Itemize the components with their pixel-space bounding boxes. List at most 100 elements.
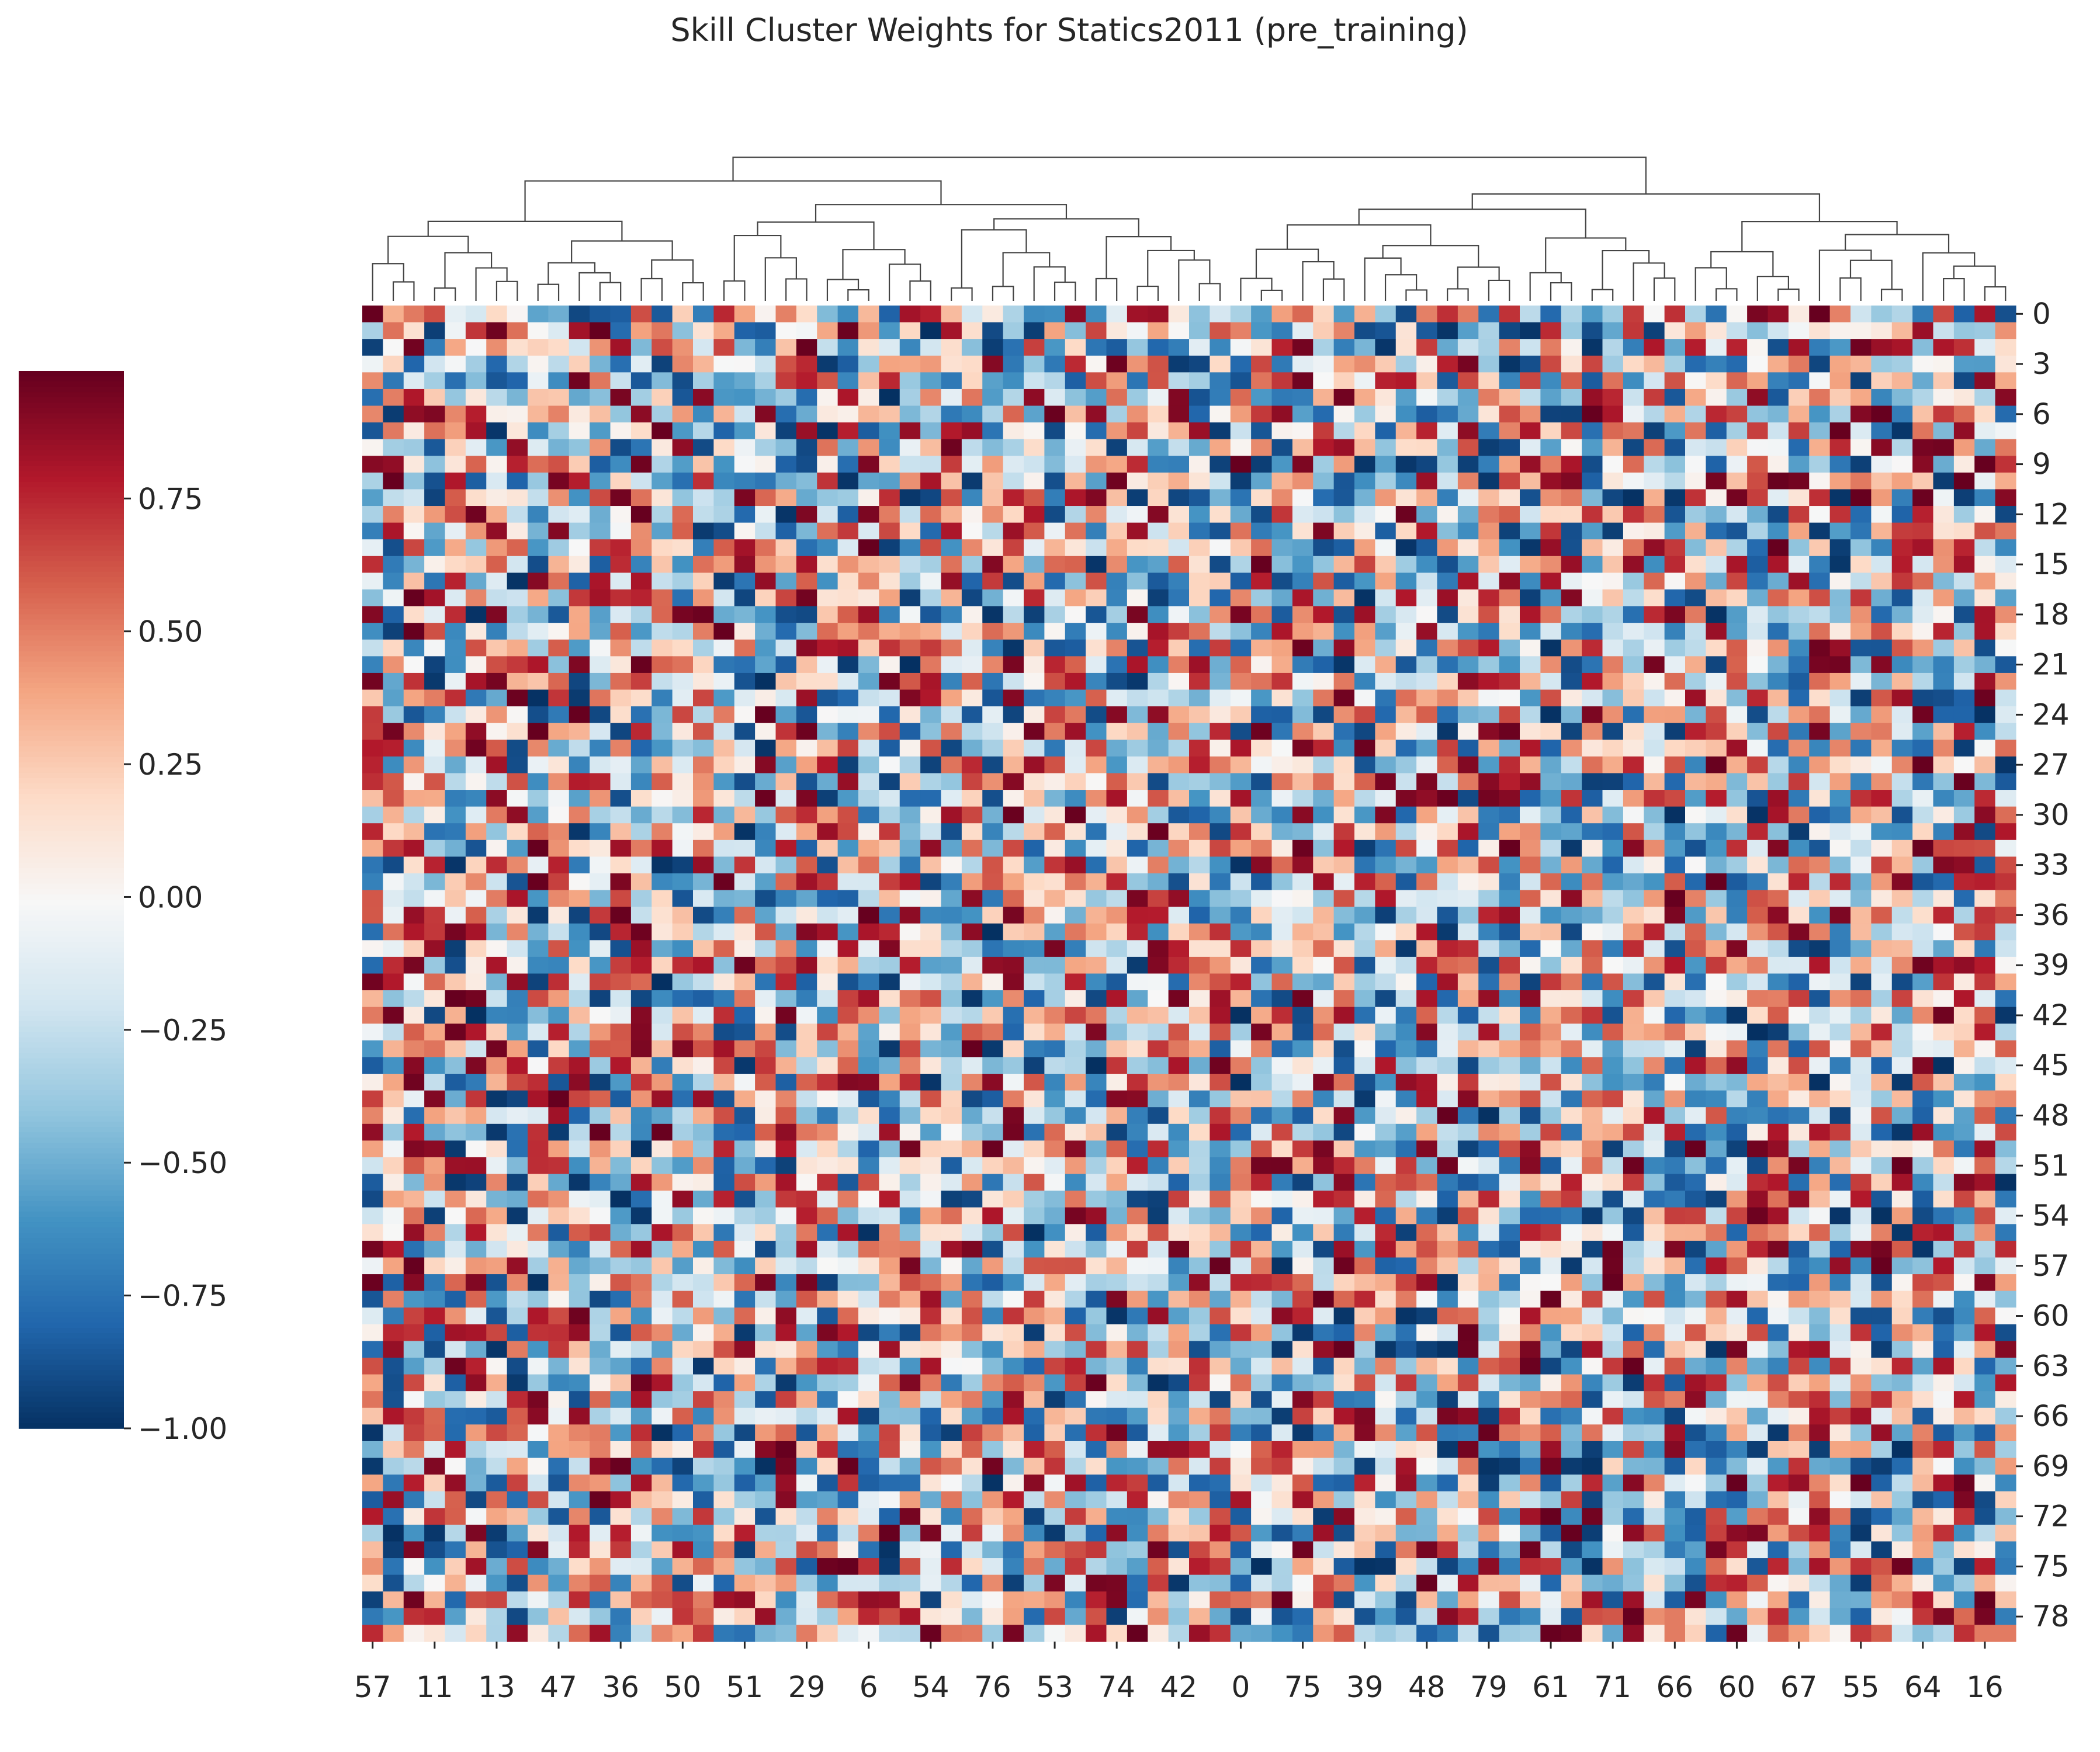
heatmap-cell [1086,756,1107,774]
heatmap-cell [1003,1174,1024,1191]
heatmap-cell [1623,1040,1644,1058]
heatmap-cell [858,472,879,490]
heatmap-cell [1189,422,1210,440]
heatmap-cell [755,388,777,407]
heatmap-cell [1313,372,1335,390]
heatmap-cell [1210,522,1231,540]
heatmap-cell [1664,723,1686,740]
heatmap-cell [465,873,487,891]
heatmap-cell [630,1157,652,1175]
heatmap-cell [693,1274,714,1292]
heatmap-cell [879,1157,900,1175]
heatmap-cell [1313,422,1335,440]
heatmap-cell [1230,773,1252,790]
heatmap-cell [1726,322,1748,339]
heatmap-cell [1313,306,1335,323]
heatmap-cell [1478,1274,1500,1292]
heatmap-cell [1251,940,1273,957]
heatmap-cell [1726,422,1748,440]
heatmap-cell [362,589,383,607]
heatmap-cell [734,539,756,557]
heatmap-cell [713,355,735,373]
heatmap-cell [1747,823,1769,841]
heatmap-cell [672,405,694,423]
heatmap-cell [424,940,446,957]
heatmap-cell [734,706,756,724]
heatmap-cell [858,1107,879,1125]
heatmap-cell [1148,1290,1169,1308]
heatmap-cell [1851,556,1872,573]
heatmap-cell [961,1157,983,1175]
heatmap-cell [817,790,838,807]
heatmap-cell [548,623,570,640]
heatmap-cell [590,1007,611,1024]
heatmap-cell [1891,907,1913,924]
heatmap-cell [1706,606,1727,623]
heatmap-cell [1478,823,1500,841]
heatmap-cell [1437,1191,1458,1208]
heatmap-cell [1395,1290,1417,1308]
heatmap-cell [775,940,797,957]
heatmap-cell [1065,456,1086,473]
heatmap-cell [1457,522,1479,540]
heatmap-cell [1106,839,1128,857]
heatmap-cell [796,623,817,640]
heatmap-cell [445,756,466,774]
heatmap-cell [1851,706,1872,724]
heatmap-cell [1788,973,1810,991]
heatmap-cell [1230,456,1252,473]
heatmap-cell [755,556,777,573]
heatmap-cell [1478,606,1500,623]
heatmap-cell [817,740,838,757]
heatmap-cell [1230,973,1252,991]
heatmap-cell [672,856,694,874]
heatmap-cell [734,606,756,623]
heatmap-cell [1106,1274,1128,1292]
heatmap-cell [1395,990,1417,1008]
heatmap-cell [1333,1024,1355,1041]
heatmap-cell [672,1307,694,1325]
heatmap-cell [1788,689,1810,707]
heatmap-cell [920,706,942,724]
heatmap-cell [383,522,404,540]
heatmap-cell [1375,1174,1396,1191]
heatmap-cell [590,1224,611,1241]
heatmap-cell [1726,1224,1748,1241]
heatmap-cell [652,740,673,757]
heatmap-cell [1871,1107,1893,1125]
heatmap-cell [1230,506,1252,523]
heatmap-cell [796,489,817,506]
heatmap-cell [1106,973,1128,991]
heatmap-cell [424,472,446,490]
heatmap-cell [1953,522,1975,540]
heatmap-cell [652,689,673,707]
heatmap-cell [528,907,549,924]
heatmap-cell [1602,573,1624,590]
heatmap-cell [1747,388,1769,407]
heatmap-cell [1499,1107,1520,1125]
heatmap-cell [1313,322,1335,339]
heatmap-cell [1809,656,1831,674]
heatmap-cell [1024,439,1045,456]
heatmap-cell [1499,573,1520,590]
heatmap-cell [1065,1057,1086,1074]
heatmap-cell [486,1207,508,1224]
heatmap-cell [1520,589,1541,607]
heatmap-cell [1354,388,1375,407]
heatmap-cell [1644,1274,1665,1292]
heatmap-cell [1953,823,1975,841]
heatmap-cell [1995,856,2016,874]
heatmap-cell [1210,890,1231,907]
heatmap-cell [879,973,900,991]
heatmap-cell [1995,1224,2016,1241]
heatmap-cell [1933,823,1955,841]
heatmap-cell [837,756,859,774]
dendrogram-link [1322,278,1345,301]
heatmap-cell [755,322,777,339]
heatmap-cell [1168,372,1190,390]
heatmap-cell [1395,1123,1417,1141]
heatmap-cell [1768,672,1789,691]
heatmap-cell [899,806,921,824]
heatmap-cell [1416,1274,1438,1292]
heatmap-cell [1912,456,1934,473]
